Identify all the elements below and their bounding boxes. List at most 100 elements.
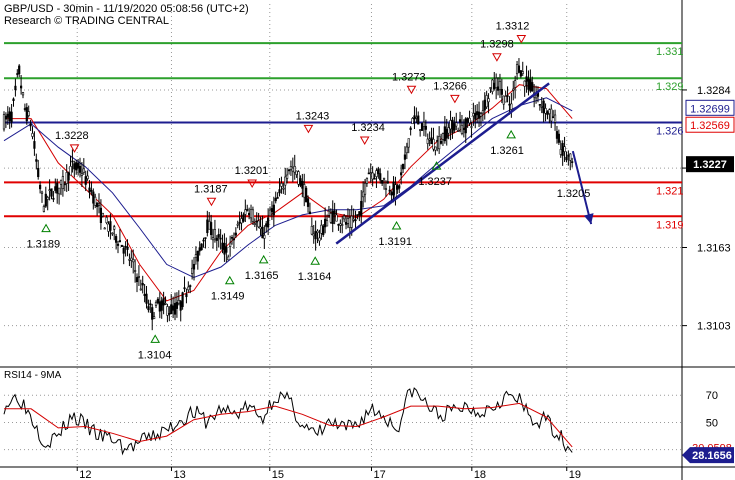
price-tag	[685, 99, 735, 116]
candle-body	[99, 207, 103, 223]
candle-body	[80, 173, 84, 176]
resistance-marker	[359, 136, 370, 146]
candle-body	[219, 237, 222, 240]
candle-body	[115, 236, 118, 243]
candle-body	[559, 149, 562, 155]
pivot-label: 1.3191	[378, 236, 412, 248]
candle-body	[94, 196, 97, 206]
candle-body	[276, 197, 279, 199]
candle-body	[158, 301, 161, 312]
candle-body	[508, 103, 511, 106]
candle-body	[194, 254, 198, 258]
candle-body	[130, 257, 133, 261]
candle-body	[238, 222, 241, 224]
candle-body	[272, 204, 275, 216]
candle-body	[213, 229, 217, 240]
candle-body	[230, 237, 234, 239]
price-tag-label: 1.32569	[690, 120, 730, 132]
candle-body	[515, 64, 519, 75]
candle-body	[335, 214, 338, 222]
candle-body	[206, 219, 209, 234]
candle-body	[211, 237, 215, 241]
candle-body	[147, 306, 150, 311]
candle-body	[253, 223, 256, 226]
level-label: 1.319	[656, 219, 684, 231]
candle-body	[331, 210, 334, 225]
candle-body	[151, 307, 154, 320]
candle-body	[187, 286, 190, 291]
candle-body	[396, 185, 399, 190]
candle-body	[128, 259, 131, 261]
candle-body	[415, 116, 418, 119]
pivot-label: 1.3149	[211, 291, 245, 303]
candle-body	[156, 298, 160, 304]
x-tick-label: 17	[373, 469, 385, 480]
current-price-tag	[686, 156, 734, 173]
candle-body	[500, 88, 503, 95]
candle-body	[291, 167, 294, 172]
candle-body	[400, 172, 403, 176]
candle-body	[164, 303, 167, 305]
candle-body	[363, 182, 367, 195]
pivot-label: 1.3243	[296, 110, 330, 122]
candle-body	[69, 166, 72, 176]
candle-body	[517, 65, 521, 73]
candle-body	[202, 239, 205, 242]
candle-body	[561, 143, 564, 156]
candle-body	[255, 220, 258, 223]
candle-body	[173, 303, 177, 315]
candle-body	[550, 108, 553, 122]
pivot-label: 1.3312	[496, 20, 530, 32]
candle-body	[137, 276, 141, 278]
candle-body	[371, 172, 374, 180]
candle-body	[23, 108, 27, 110]
candle-body	[101, 212, 104, 217]
candle-body	[512, 88, 515, 91]
candle-body	[308, 211, 312, 215]
candle-body	[464, 118, 467, 134]
candle-body	[286, 174, 289, 179]
candle-body	[316, 230, 319, 233]
candle-body	[196, 250, 199, 262]
candle-body	[63, 183, 66, 186]
candle-body	[265, 223, 268, 227]
candle-body	[557, 133, 560, 143]
candle-body	[295, 170, 298, 175]
candle-body	[299, 178, 302, 186]
rsi-title: RSI14 - 9MA	[4, 370, 62, 381]
candle-body	[565, 156, 568, 161]
candle-body	[103, 227, 106, 230]
candle-body	[198, 247, 201, 252]
candle-body	[343, 215, 346, 220]
candle-body	[10, 111, 13, 123]
candle-body	[229, 242, 232, 247]
candle-body	[139, 288, 142, 291]
candle-body	[436, 140, 439, 142]
resistance-marker	[303, 124, 314, 134]
current-price-label: 1.3227	[693, 159, 727, 171]
candle-body	[327, 210, 331, 216]
candle-body	[111, 232, 114, 235]
candle-body	[20, 85, 23, 89]
candle-body	[352, 218, 355, 221]
candle-body	[166, 306, 169, 316]
candle-body	[170, 304, 173, 314]
candle-body	[293, 166, 296, 173]
x-tick-label: 18	[474, 469, 486, 480]
rsi-panel	[3, 387, 573, 456]
candle-body	[495, 77, 498, 89]
candle-body	[52, 197, 55, 200]
candle-body	[563, 146, 566, 152]
candle-body	[240, 218, 243, 224]
candle-body	[29, 123, 32, 127]
candle-body	[439, 141, 443, 144]
candle-body	[485, 95, 488, 108]
candle-body	[455, 122, 458, 127]
candle-body	[289, 166, 293, 170]
candle-body	[320, 224, 323, 234]
candle-body	[84, 176, 87, 185]
candle-body	[491, 79, 494, 92]
candle-body	[116, 243, 120, 246]
candle-body	[449, 120, 452, 130]
